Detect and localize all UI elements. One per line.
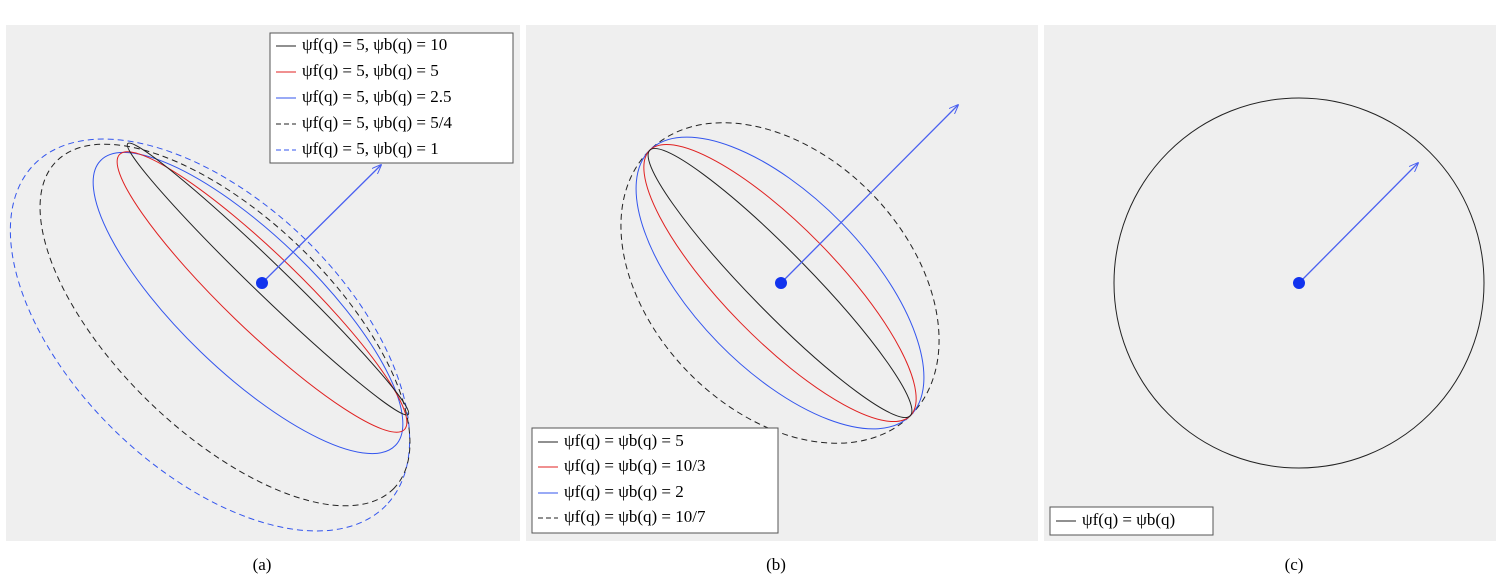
circle (1113, 97, 1485, 469)
legend-label: ψf(q) = 5, ψb(q) = 2.5 (302, 87, 452, 106)
arrow (780, 105, 958, 284)
legend-label: ψf(q) = ψb(q) = 5 (564, 431, 684, 450)
legend-label: ψf(q) = 5, ψb(q) = 5 (302, 61, 439, 80)
legend-label: ψf(q) = ψb(q) = 2 (564, 482, 684, 501)
arrow (261, 165, 381, 284)
caption: (c) (1285, 555, 1304, 574)
legend-label: ψf(q) = ψb(q) = 10/3 (564, 456, 706, 475)
panel-background (1044, 25, 1496, 541)
legend-label: ψf(q) = ψb(q) = 10/7 (564, 507, 706, 526)
ellipse (116, 151, 408, 433)
center-dot (1293, 277, 1305, 289)
arrow (1298, 163, 1418, 284)
legend-box (531, 427, 779, 534)
caption: (a) (253, 555, 272, 574)
center-dot (775, 277, 787, 289)
legend-box (1049, 506, 1214, 536)
legend-box (269, 32, 514, 164)
legend-label: ψf(q) = 5, ψb(q) = 10 (302, 35, 447, 54)
legend-label: ψf(q) = 5, ψb(q) = 5/4 (302, 113, 452, 132)
legend-label: ψf(q) = 5, ψb(q) = 1 (302, 139, 439, 158)
panel-a: ψf(q) = 5, ψb(q) = 10 ψf(q) = 5, ψb(q) =… (6, 25, 520, 574)
legend-label: ψf(q) = ψb(q) (1082, 510, 1175, 529)
caption: (b) (766, 555, 786, 574)
panel-c: ψf(q) = ψb(q) (c) (1044, 25, 1496, 574)
ellipse (39, 143, 411, 507)
ellipse (92, 151, 404, 455)
center-dot (256, 277, 268, 289)
ellipse (126, 142, 410, 416)
panel-b: ψf(q) = ψb(q) = 5 ψf(q) = ψb(q) = 10/3 ψ… (526, 25, 1038, 574)
ellipse (9, 138, 411, 532)
